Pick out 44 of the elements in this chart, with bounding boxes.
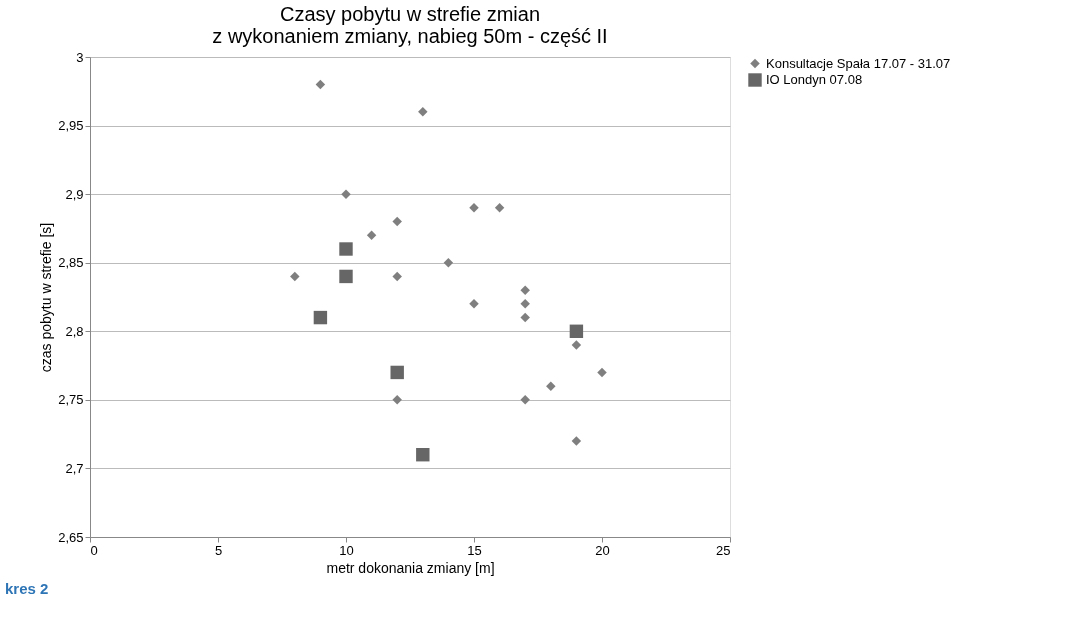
point — [416, 448, 430, 462]
point — [597, 367, 607, 378]
point — [418, 107, 428, 117]
y-tick-label: 3 — [76, 49, 84, 65]
x-tick-label: 10 — [339, 542, 354, 558]
point — [290, 271, 300, 282]
x-tick-label: 5 — [214, 542, 223, 558]
point — [392, 216, 402, 227]
point — [520, 312, 530, 323]
point — [313, 310, 328, 325]
legend-label: Konsultacje Spała 17.07 - 31.07 — [766, 55, 951, 71]
y-tick-label: 2,8 — [65, 323, 84, 339]
point — [390, 365, 404, 380]
point — [569, 324, 584, 338]
point — [339, 269, 353, 284]
x-tick-label: 15 — [467, 542, 482, 558]
x-tick-label: 25 — [716, 542, 731, 558]
y-tick-label: 2,7 — [65, 460, 84, 476]
point — [571, 340, 582, 350]
point — [520, 285, 530, 295]
text: kres 2 — [5, 580, 49, 597]
x-tick-label: 0 — [90, 542, 98, 558]
y-tick-label: 2,9 — [65, 186, 84, 202]
point — [366, 230, 377, 241]
point — [443, 257, 454, 268]
legend-label: IO Londyn 07.08 — [766, 72, 863, 87]
point — [392, 271, 402, 282]
point — [494, 203, 505, 213]
text: z wykonaniem zmiany, nabieg 50m - część II — [212, 25, 608, 47]
y-tick-label: 2,65 — [58, 529, 84, 545]
x-axis-title: metr dokonania zmiany [m] — [326, 559, 495, 576]
point — [546, 381, 556, 391]
point — [520, 299, 530, 309]
point — [520, 395, 530, 405]
point — [571, 436, 582, 446]
x-tick-label: 20 — [595, 542, 610, 558]
y-tick-label: 2,95 — [58, 118, 84, 134]
y-tick-label: 2,75 — [58, 392, 84, 408]
point — [392, 395, 402, 405]
point — [315, 79, 326, 90]
point — [339, 242, 353, 256]
y-tick-label: 2,85 — [58, 255, 84, 271]
text: Czasy pobytu w strefie zmian — [279, 3, 541, 25]
y-axis-title: czas pobytu w strefie [s] — [38, 222, 55, 373]
